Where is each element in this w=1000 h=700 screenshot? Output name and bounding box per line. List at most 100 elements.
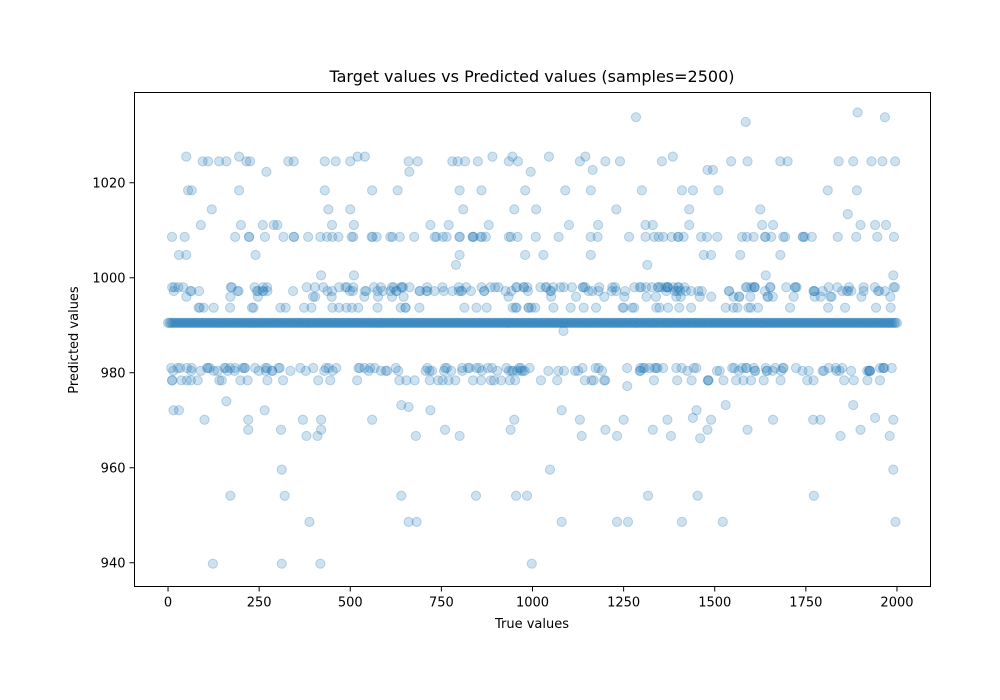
data-point-band bbox=[437, 317, 448, 328]
data-point-level bbox=[651, 362, 662, 374]
data-point-level bbox=[593, 285, 604, 297]
data-point-level bbox=[327, 365, 338, 376]
data-point-band bbox=[597, 317, 608, 328]
data-point-band bbox=[797, 317, 808, 328]
data-point bbox=[186, 185, 197, 196]
data-point-level bbox=[476, 231, 487, 242]
data-point bbox=[316, 414, 327, 425]
data-point-band bbox=[225, 317, 236, 328]
data-point-band bbox=[429, 317, 440, 328]
data-point-band bbox=[611, 317, 623, 328]
data-point-band bbox=[800, 317, 811, 328]
data-point-band bbox=[649, 317, 661, 328]
data-point-band bbox=[391, 317, 403, 328]
data-point-band bbox=[216, 317, 228, 328]
data-point-level bbox=[303, 231, 314, 242]
data-point-band bbox=[524, 317, 535, 328]
data-point-level bbox=[635, 362, 646, 374]
data-point-band bbox=[369, 317, 381, 328]
data-point-level bbox=[225, 282, 236, 293]
data-point-level bbox=[202, 362, 213, 374]
data-point-band bbox=[700, 317, 712, 328]
data-point-band bbox=[782, 317, 793, 328]
data-point-level bbox=[826, 291, 837, 302]
data-point-band bbox=[576, 317, 588, 328]
data-point-band bbox=[455, 317, 467, 328]
data-point-level bbox=[422, 285, 433, 297]
data-point-band bbox=[715, 317, 726, 328]
data-point-level bbox=[464, 362, 475, 374]
data-point bbox=[323, 204, 334, 215]
data-point bbox=[510, 490, 522, 501]
data-point-band bbox=[470, 317, 481, 328]
data-point-band bbox=[827, 317, 838, 328]
data-point bbox=[243, 414, 254, 425]
data-point-band bbox=[419, 317, 430, 328]
data-point-band bbox=[486, 317, 497, 328]
data-point-band bbox=[259, 317, 270, 328]
data-point-level bbox=[610, 282, 621, 293]
data-point-level bbox=[662, 282, 673, 293]
data-point-level bbox=[872, 231, 883, 242]
data-point-level bbox=[727, 362, 738, 374]
data-point-band bbox=[212, 317, 223, 328]
data-point-level bbox=[331, 362, 342, 374]
data-point-band bbox=[262, 317, 273, 328]
data-point-band bbox=[278, 317, 289, 328]
data-point-level bbox=[825, 291, 836, 302]
data-point bbox=[301, 430, 312, 442]
data-point bbox=[622, 380, 633, 392]
y-tick-label: 1000 bbox=[92, 271, 125, 286]
data-point-band bbox=[457, 317, 468, 328]
data-point-level bbox=[441, 362, 452, 374]
data-point-level bbox=[724, 285, 735, 297]
data-point-band bbox=[317, 317, 328, 328]
data-point-level bbox=[712, 231, 723, 242]
x-tick-label: 750 bbox=[429, 596, 454, 611]
data-point-band bbox=[307, 317, 318, 328]
data-point-band bbox=[525, 317, 537, 328]
data-point-level bbox=[511, 282, 523, 293]
data-point-band bbox=[304, 317, 315, 328]
data-point-band bbox=[753, 317, 764, 328]
data-point-level bbox=[680, 285, 691, 297]
data-point-band bbox=[176, 317, 187, 328]
data-point-level bbox=[503, 231, 514, 242]
data-point-level bbox=[167, 282, 178, 293]
data-point-band bbox=[587, 317, 598, 328]
data-point bbox=[757, 219, 768, 231]
data-point-level bbox=[566, 282, 578, 293]
data-point-band bbox=[562, 317, 573, 328]
data-point-level bbox=[541, 282, 552, 293]
data-point-level bbox=[790, 282, 801, 293]
data-point-band bbox=[390, 317, 401, 328]
data-point-band bbox=[601, 317, 612, 328]
data-point-level bbox=[427, 365, 438, 376]
data-point-band bbox=[543, 317, 554, 328]
data-point-level bbox=[506, 365, 517, 376]
data-point-level bbox=[485, 375, 497, 386]
data-point-band bbox=[377, 317, 388, 328]
data-point-level bbox=[817, 365, 828, 376]
data-point-band bbox=[286, 317, 298, 328]
data-point-level bbox=[233, 285, 244, 297]
data-point-band bbox=[308, 317, 319, 328]
data-point-band bbox=[170, 317, 181, 328]
data-point-level bbox=[869, 282, 880, 293]
data-point bbox=[782, 156, 793, 167]
data-point-level bbox=[885, 291, 896, 302]
data-point-level bbox=[629, 282, 640, 293]
data-point-band bbox=[727, 317, 738, 328]
data-point bbox=[855, 219, 866, 231]
data-point-band bbox=[235, 317, 247, 328]
data-point-level bbox=[776, 365, 787, 376]
data-point-band bbox=[617, 317, 628, 328]
data-point-level bbox=[193, 302, 204, 313]
data-point-level bbox=[558, 365, 570, 376]
data-point-band bbox=[566, 317, 577, 328]
data-point-band bbox=[641, 317, 652, 328]
data-point-level bbox=[380, 365, 391, 376]
data-point-band bbox=[353, 317, 365, 328]
data-point-band bbox=[384, 317, 395, 328]
data-point-level bbox=[851, 231, 862, 242]
